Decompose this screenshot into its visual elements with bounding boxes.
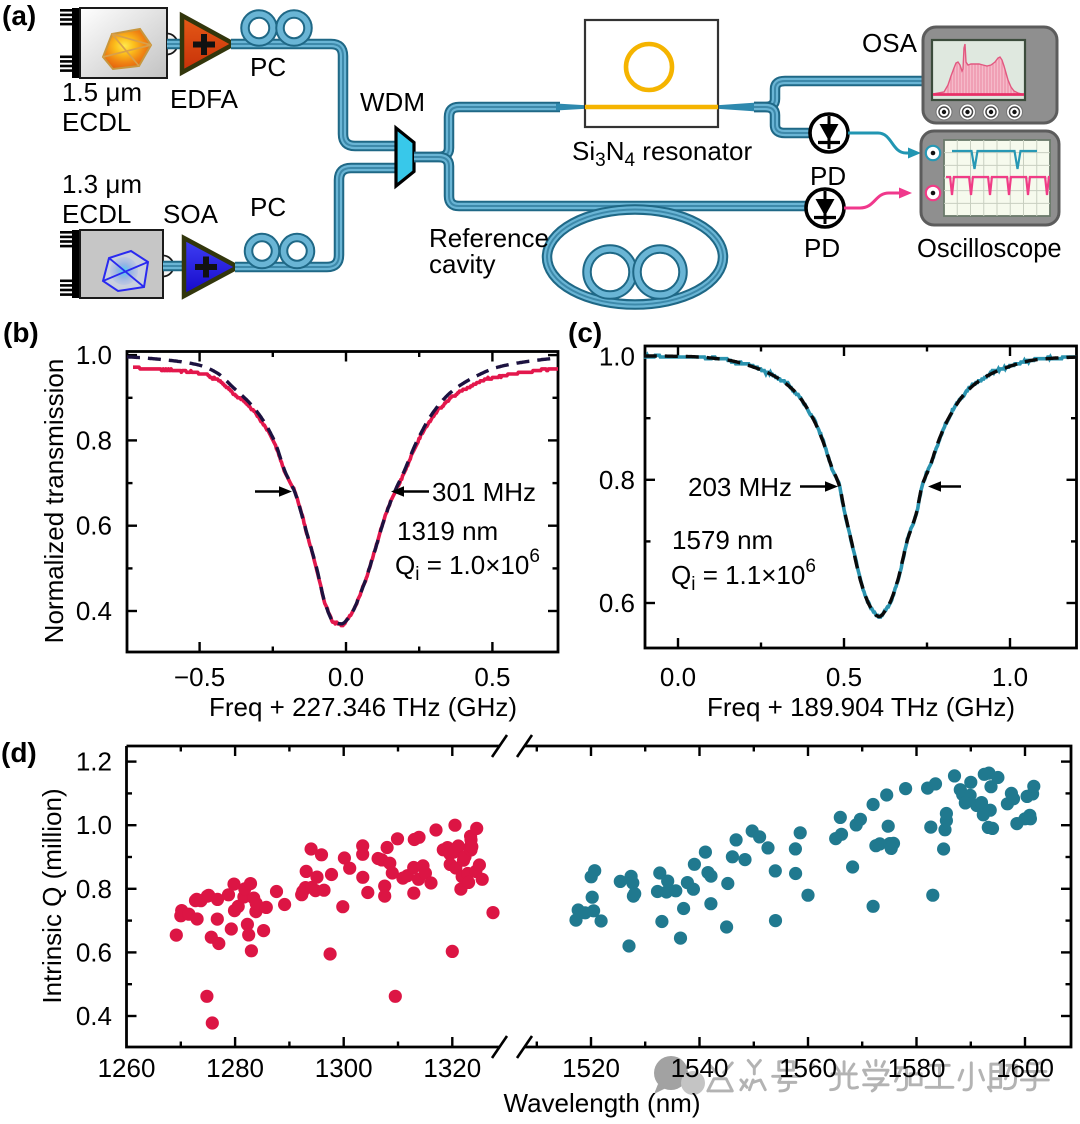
svg-text:(d): (d) [1,737,37,768]
svg-text:ECDL: ECDL [62,199,131,229]
svg-text:1.3 μm: 1.3 μm [62,169,142,199]
svg-text:301 MHz: 301 MHz [432,477,536,507]
svg-text:1520: 1520 [562,1053,620,1083]
svg-text:Qi = 1.0×106: Qi = 1.0×106 [395,546,540,585]
svg-text:0.0: 0.0 [660,662,696,692]
svg-text:Normalized transmission: Normalized transmission [39,359,69,644]
svg-text:PD: PD [810,161,846,191]
svg-text:1320: 1320 [423,1053,481,1083]
svg-text:(c): (c) [568,317,602,348]
svg-text:Reference: Reference [429,223,549,253]
svg-text:1580: 1580 [888,1053,946,1083]
svg-text:1.0: 1.0 [76,810,112,840]
svg-text:0.6: 0.6 [76,511,112,541]
svg-text:0.5: 0.5 [474,662,510,692]
svg-text:0.4: 0.4 [76,1001,112,1031]
svg-text:Qi = 1.1×106: Qi = 1.1×106 [671,556,816,595]
svg-text:1.0: 1.0 [76,340,112,370]
svg-text:1319 nm: 1319 nm [397,516,498,546]
svg-text:1280: 1280 [206,1053,264,1083]
svg-text:EDFA: EDFA [170,84,239,114]
svg-text:1.5 μm: 1.5 μm [62,77,142,107]
svg-text:Wavelength (nm): Wavelength (nm) [504,1088,701,1118]
svg-text:0.0: 0.0 [328,662,364,692]
svg-text:0.5: 0.5 [826,662,862,692]
svg-text:OSA: OSA [862,28,918,58]
svg-text:(a): (a) [2,0,36,31]
svg-text:PC: PC [250,192,286,222]
svg-text:cavity: cavity [429,249,495,279]
svg-text:ECDL: ECDL [62,107,131,137]
svg-text:1540: 1540 [671,1053,729,1083]
svg-text:0.6: 0.6 [76,937,112,967]
svg-text:Freq + 189.904 THz (GHz): Freq + 189.904 THz (GHz) [707,692,1015,722]
svg-text:203 MHz: 203 MHz [688,472,792,502]
svg-text:0.8: 0.8 [599,465,635,495]
svg-text:1260: 1260 [98,1053,156,1083]
svg-text:Freq + 227.346 THz (GHz): Freq + 227.346 THz (GHz) [209,692,517,722]
svg-text:0.4: 0.4 [76,596,112,626]
svg-text:0.8: 0.8 [76,425,112,455]
svg-text:Intrinsic Q (million): Intrinsic Q (million) [37,788,67,1003]
svg-text:1579 nm: 1579 nm [672,525,773,555]
svg-text:Oscilloscope: Oscilloscope [917,235,1062,263]
svg-text:−0.5: −0.5 [174,662,225,692]
svg-text:1.2: 1.2 [76,747,112,777]
svg-text:PC: PC [250,52,286,82]
svg-text:1600: 1600 [996,1053,1054,1083]
svg-text:1.0: 1.0 [992,662,1028,692]
svg-text:PD: PD [804,233,840,263]
svg-text:1.0: 1.0 [599,342,635,372]
svg-text:1300: 1300 [315,1053,373,1083]
svg-text:WDM: WDM [360,87,425,117]
svg-text:1560: 1560 [779,1053,837,1083]
svg-text:0.6: 0.6 [599,588,635,618]
svg-text:(b): (b) [3,317,39,348]
svg-text:SOA: SOA [163,199,219,229]
svg-text:0.8: 0.8 [76,874,112,904]
